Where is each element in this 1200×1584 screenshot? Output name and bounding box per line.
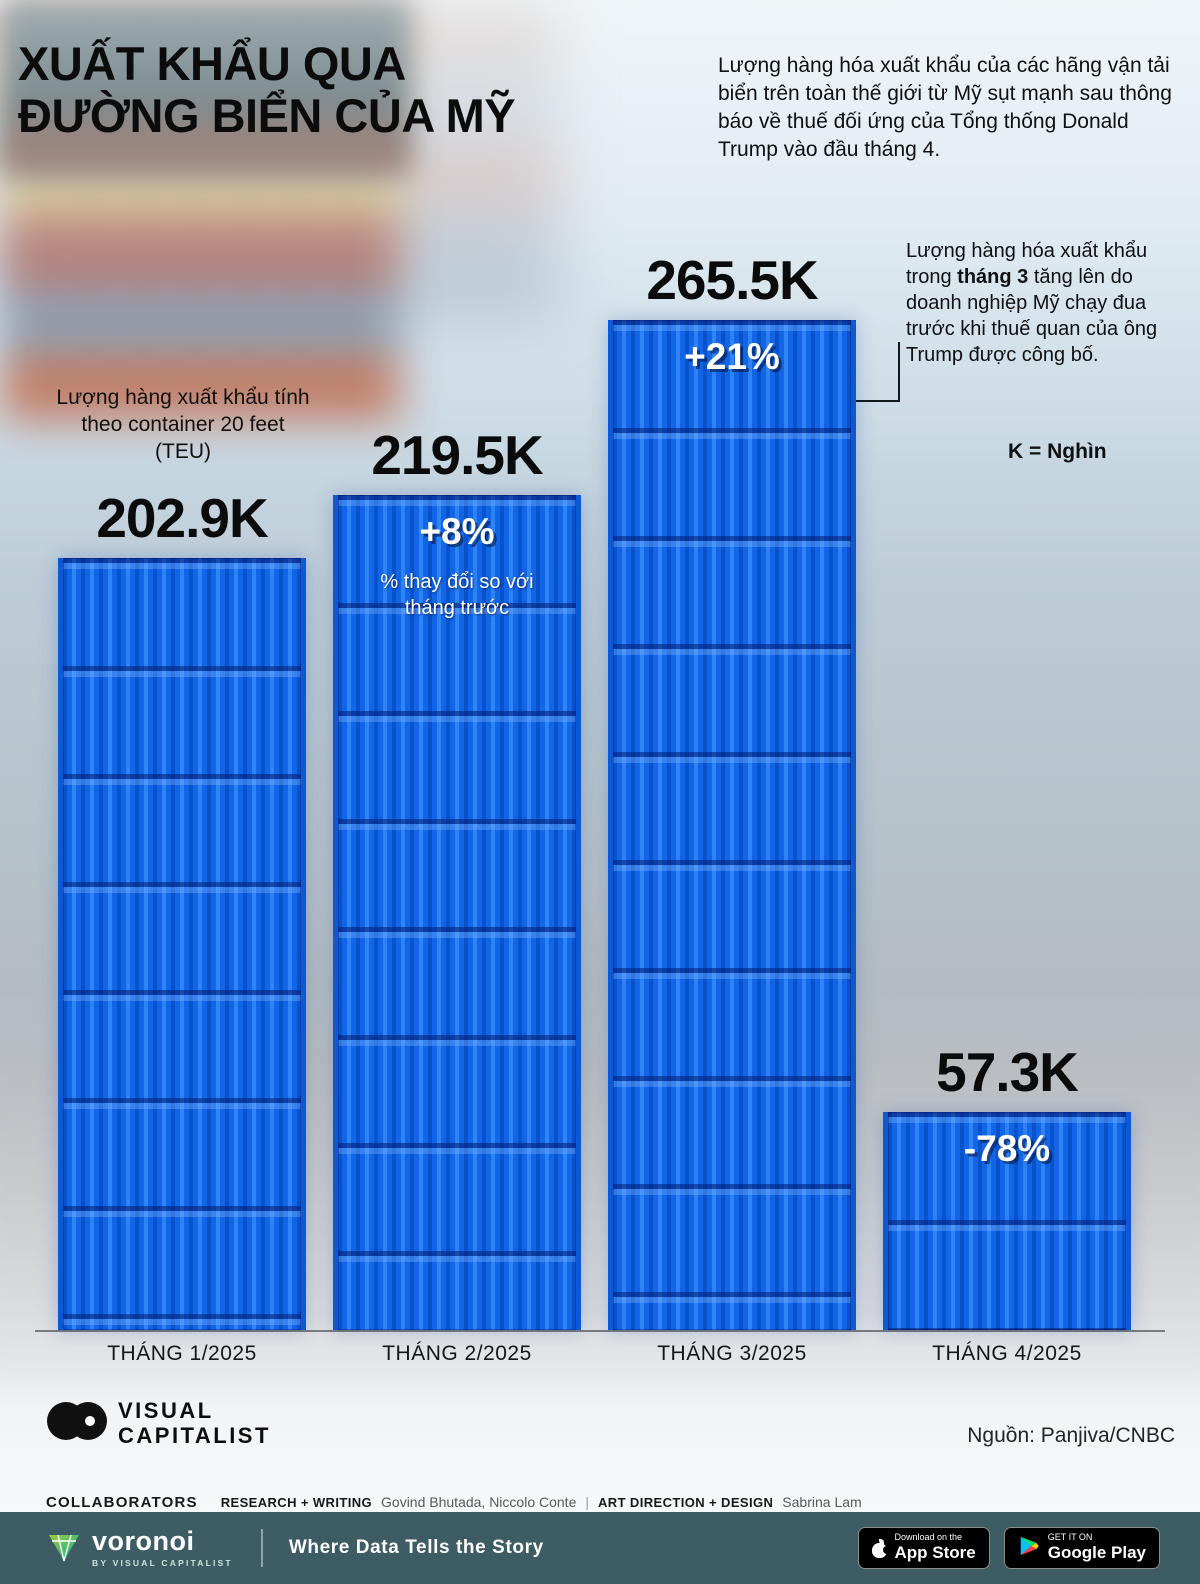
background-sky-haze — [0, 0, 1200, 460]
apple-icon — [871, 1538, 891, 1558]
march-annotation-suffix: tăng lên do doanh nghiệp Mỹ chạy đua trư… — [906, 266, 1158, 366]
bottom-brand-bar: voronoi BY VISUAL CAPITALIST Where Data … — [0, 1512, 1200, 1584]
march-annotation-prefix: Lượng hàng hóa xuất khẩu trong — [906, 240, 1148, 288]
annotation-connector-line — [856, 342, 900, 402]
visual-capitalist-logo: VISUAL CAPITALIST — [46, 1398, 271, 1449]
collab-separator: | — [585, 1494, 589, 1510]
bar-thang-2-2025: 219.5K +8% % thay đổi so với tháng trước — [333, 424, 581, 1330]
research-label: RESEARCH + WRITING — [220, 1495, 373, 1510]
google-play-icon — [1018, 1534, 1040, 1563]
bar-value-label: 57.3K — [936, 1041, 1079, 1103]
vc-wordmark-line1: VISUAL — [118, 1398, 214, 1423]
teu-annotation: Lượng hàng xuất khẩu tính theo container… — [56, 386, 310, 463]
voronoi-subtitle: BY VISUAL CAPITALIST — [92, 1558, 233, 1568]
voronoi-wordmark: voronoi — [92, 1526, 195, 1556]
footer-background-band — [0, 1372, 1200, 1512]
x-axis-label-3: THÁNG 3/2025 — [657, 1342, 807, 1365]
bar-value-label: 202.9K — [96, 487, 268, 549]
pct-change-note: % thay đổi so với tháng trước — [380, 571, 534, 619]
vc-wordmark-line2: CAPITALIST — [118, 1423, 271, 1449]
collaborators-row: COLLABORATORS RESEARCH + WRITING Govind … — [46, 1494, 1146, 1511]
bar-thang-3-2025: 265.5K +21% — [608, 249, 856, 1330]
voronoi-logo-icon — [46, 1528, 82, 1569]
march-annotation-bold: tháng 3 — [957, 266, 1029, 288]
page-title-line1: XUẤT KHẨU QUA — [18, 37, 406, 90]
bar-thang-4-2025: 57.3K -78% — [883, 1041, 1131, 1330]
store-badges: Download on the App Store GET IT ON Goog… — [857, 1527, 1160, 1569]
visual-capitalist-wordmark: VISUAL CAPITALIST — [118, 1398, 271, 1449]
pct-change-label: +8% — [419, 511, 495, 552]
x-axis-label-4: THÁNG 4/2025 — [932, 1342, 1082, 1365]
bar-thang-1-2025: 202.9K — [58, 487, 306, 1330]
march-annotation: Lượng hàng hóa xuất khẩu trong tháng 3 t… — [906, 238, 1174, 368]
page-title-line2: ĐƯỜNG BIỂN CỦA MỸ — [18, 88, 516, 142]
app-store-badge-line1: Download on the — [894, 1532, 963, 1543]
page-title: XUẤT KHẨU QUA ĐƯỜNG BIỂN CỦA MỸ — [18, 38, 698, 141]
app-store-badge[interactable]: Download on the App Store — [857, 1527, 990, 1569]
bar-value-label: 219.5K — [371, 424, 543, 486]
app-store-badge-line2: App Store — [894, 1543, 976, 1563]
x-axis-label-1: THÁNG 1/2025 — [107, 1342, 257, 1365]
intro-paragraph: Lượng hàng hóa xuất khẩu của các hãng vậ… — [718, 54, 1172, 161]
collaborators-label: COLLABORATORS — [46, 1494, 198, 1511]
tagline: Where Data Tells the Story — [288, 1537, 544, 1558]
pct-change-label: +21% — [684, 336, 780, 377]
unit-note: K = Nghìn — [1008, 440, 1107, 463]
x-axis-line — [35, 1330, 1165, 1332]
google-play-badge-line2: Google Play — [1047, 1543, 1146, 1563]
visual-capitalist-logo-icon — [46, 1399, 108, 1448]
design-label: ART DIRECTION + DESIGN — [598, 1495, 774, 1510]
pct-change-label: -78% — [963, 1128, 1051, 1169]
x-axis-label-2: THÁNG 2/2025 — [382, 1342, 532, 1365]
design-name: Sabrina Lam — [782, 1494, 862, 1510]
bottombar-divider — [260, 1529, 263, 1567]
voronoi-logo: voronoi BY VISUAL CAPITALIST — [46, 1528, 233, 1569]
google-play-badge-line1: GET IT ON — [1047, 1532, 1093, 1543]
source-credit: Nguồn: Panjiva/CNBC — [967, 1424, 1175, 1447]
google-play-badge[interactable]: GET IT ON Google Play — [1003, 1527, 1160, 1569]
research-names: Govind Bhutada, Niccolo Conte — [381, 1494, 577, 1510]
bar-value-label: 265.5K — [646, 249, 818, 311]
